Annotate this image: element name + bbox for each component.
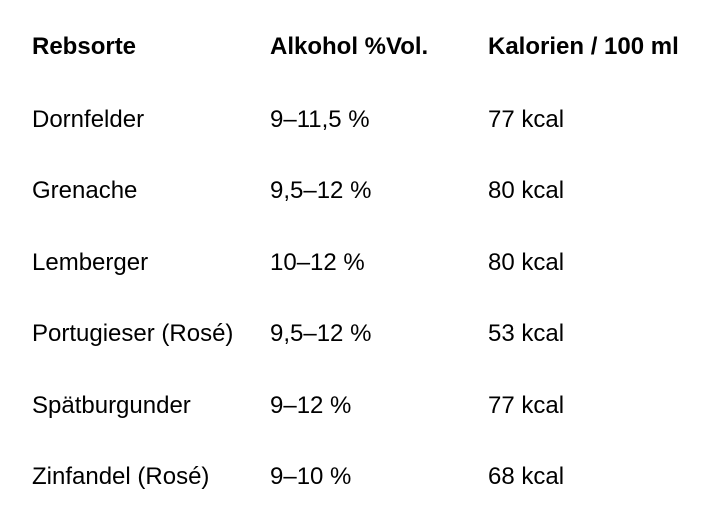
table-cell: Dornfelder <box>32 106 145 133</box>
table-cell: 68 kcal <box>488 463 565 490</box>
table-cell: Grenache <box>32 177 138 205</box>
table-cell: 53 kcal <box>488 320 565 348</box>
header-cell: Rebsorte <box>32 33 137 60</box>
table-cell: 9,5–12 % <box>270 177 372 205</box>
table-cell: 77 kcal <box>488 391 565 419</box>
header-cell: Kalorien / 100 ml <box>488 33 679 60</box>
table-cell: Portugieser (Rosé) <box>32 320 234 348</box>
table-cell: Zinfandel (Rosé) <box>32 463 210 490</box>
table-cell: Spätburgunder <box>32 391 191 419</box>
table-cell: 9–10 % <box>270 463 352 490</box>
table-cell: 77 kcal <box>488 106 565 133</box>
table-cell: 10–12 % <box>270 248 365 276</box>
table-cell: 80 kcal <box>488 248 565 276</box>
table-cell: 9,5–12 % <box>270 320 372 348</box>
table-cell: 9–12 % <box>270 391 352 419</box>
table-cell: 9–11,5 % <box>270 106 370 133</box>
table-cell: 80 kcal <box>488 177 565 205</box>
header-cell: Alkohol %Vol. <box>270 33 429 60</box>
table-cell: Lemberger <box>32 248 149 276</box>
